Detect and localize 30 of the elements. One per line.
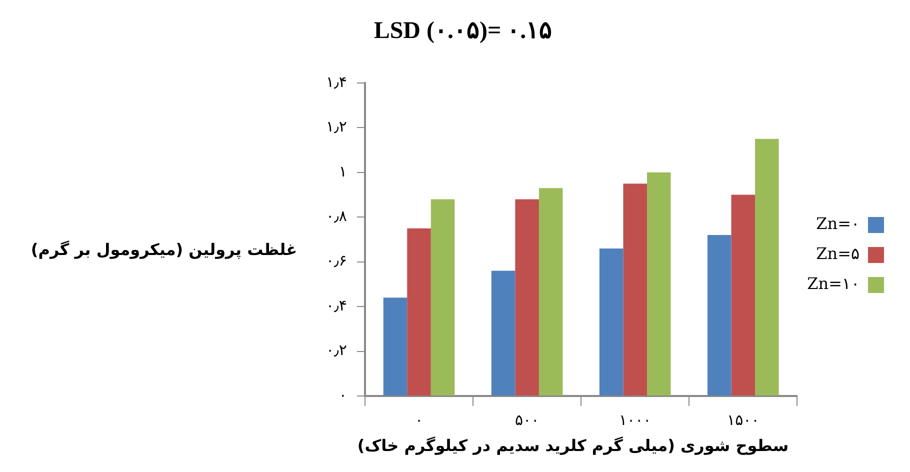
- y-axis-title: غلظت پرولین (میکرومول بر گرم): [30, 240, 298, 259]
- bar: [407, 228, 431, 396]
- bar: [731, 194, 756, 396]
- x-tick-label: ۱۰۰۰: [618, 410, 652, 429]
- bar: [623, 184, 647, 396]
- x-tick-label: ۰: [414, 410, 424, 429]
- legend-label: Zn=۵: [816, 244, 860, 264]
- y-tick-label: ۱٫۴: [326, 72, 347, 91]
- chart-title: LSD (۰.۰۵)= ۰.۱۵: [372, 17, 554, 45]
- y-tick-label: ۱: [338, 162, 347, 180]
- y-tick-label: ۰٫۲: [326, 341, 347, 360]
- x-tick-label: ۱۵۰۰: [727, 410, 760, 429]
- y-tick-label: ۰٫۴: [326, 296, 347, 314]
- bar: [707, 235, 732, 396]
- y-tick-label: ۰: [338, 386, 347, 404]
- y-tick-label: ۰٫۶: [326, 252, 347, 270]
- x-tick-label: ۵۰۰: [514, 410, 540, 429]
- bar: [599, 248, 624, 396]
- y-tick-label: ۰٫۸: [326, 207, 347, 226]
- bar: [491, 270, 516, 396]
- bar: [430, 199, 455, 396]
- bar: [538, 188, 563, 396]
- legend-label: Zn=۰: [816, 214, 860, 234]
- bar: [646, 172, 671, 396]
- bar: [383, 298, 408, 396]
- x-axis-title: سطوح شوری (میلی گرم کلرید سدیم در کیلوگرم خاک): [356, 436, 790, 455]
- bar: [755, 138, 779, 396]
- legend-label: Zn=۱۰: [807, 274, 860, 294]
- y-tick-label: ۱٫۲: [326, 118, 347, 136]
- bar: [515, 199, 539, 396]
